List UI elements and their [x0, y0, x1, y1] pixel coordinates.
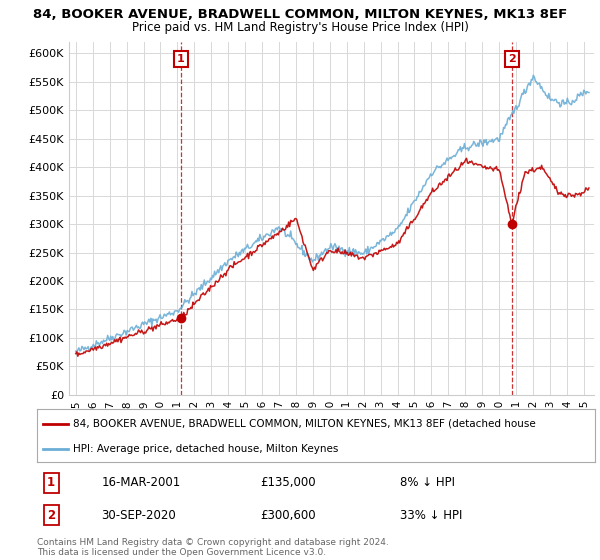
Text: 8% ↓ HPI: 8% ↓ HPI — [400, 477, 455, 489]
Text: 33% ↓ HPI: 33% ↓ HPI — [400, 508, 462, 521]
Text: 84, BOOKER AVENUE, BRADWELL COMMON, MILTON KEYNES, MK13 8EF: 84, BOOKER AVENUE, BRADWELL COMMON, MILT… — [33, 8, 567, 21]
Text: Price paid vs. HM Land Registry's House Price Index (HPI): Price paid vs. HM Land Registry's House … — [131, 21, 469, 34]
Text: 1: 1 — [177, 54, 185, 64]
Text: HPI: Average price, detached house, Milton Keynes: HPI: Average price, detached house, Milt… — [73, 444, 339, 454]
Text: 1: 1 — [47, 477, 55, 489]
Text: £300,600: £300,600 — [260, 508, 316, 521]
Text: 30-SEP-2020: 30-SEP-2020 — [101, 508, 176, 521]
Text: 2: 2 — [47, 508, 55, 521]
Text: 2: 2 — [508, 54, 516, 64]
Text: Contains HM Land Registry data © Crown copyright and database right 2024.
This d: Contains HM Land Registry data © Crown c… — [37, 538, 389, 557]
Text: 16-MAR-2001: 16-MAR-2001 — [101, 477, 181, 489]
Text: 84, BOOKER AVENUE, BRADWELL COMMON, MILTON KEYNES, MK13 8EF (detached house: 84, BOOKER AVENUE, BRADWELL COMMON, MILT… — [73, 419, 536, 429]
Text: £135,000: £135,000 — [260, 477, 316, 489]
